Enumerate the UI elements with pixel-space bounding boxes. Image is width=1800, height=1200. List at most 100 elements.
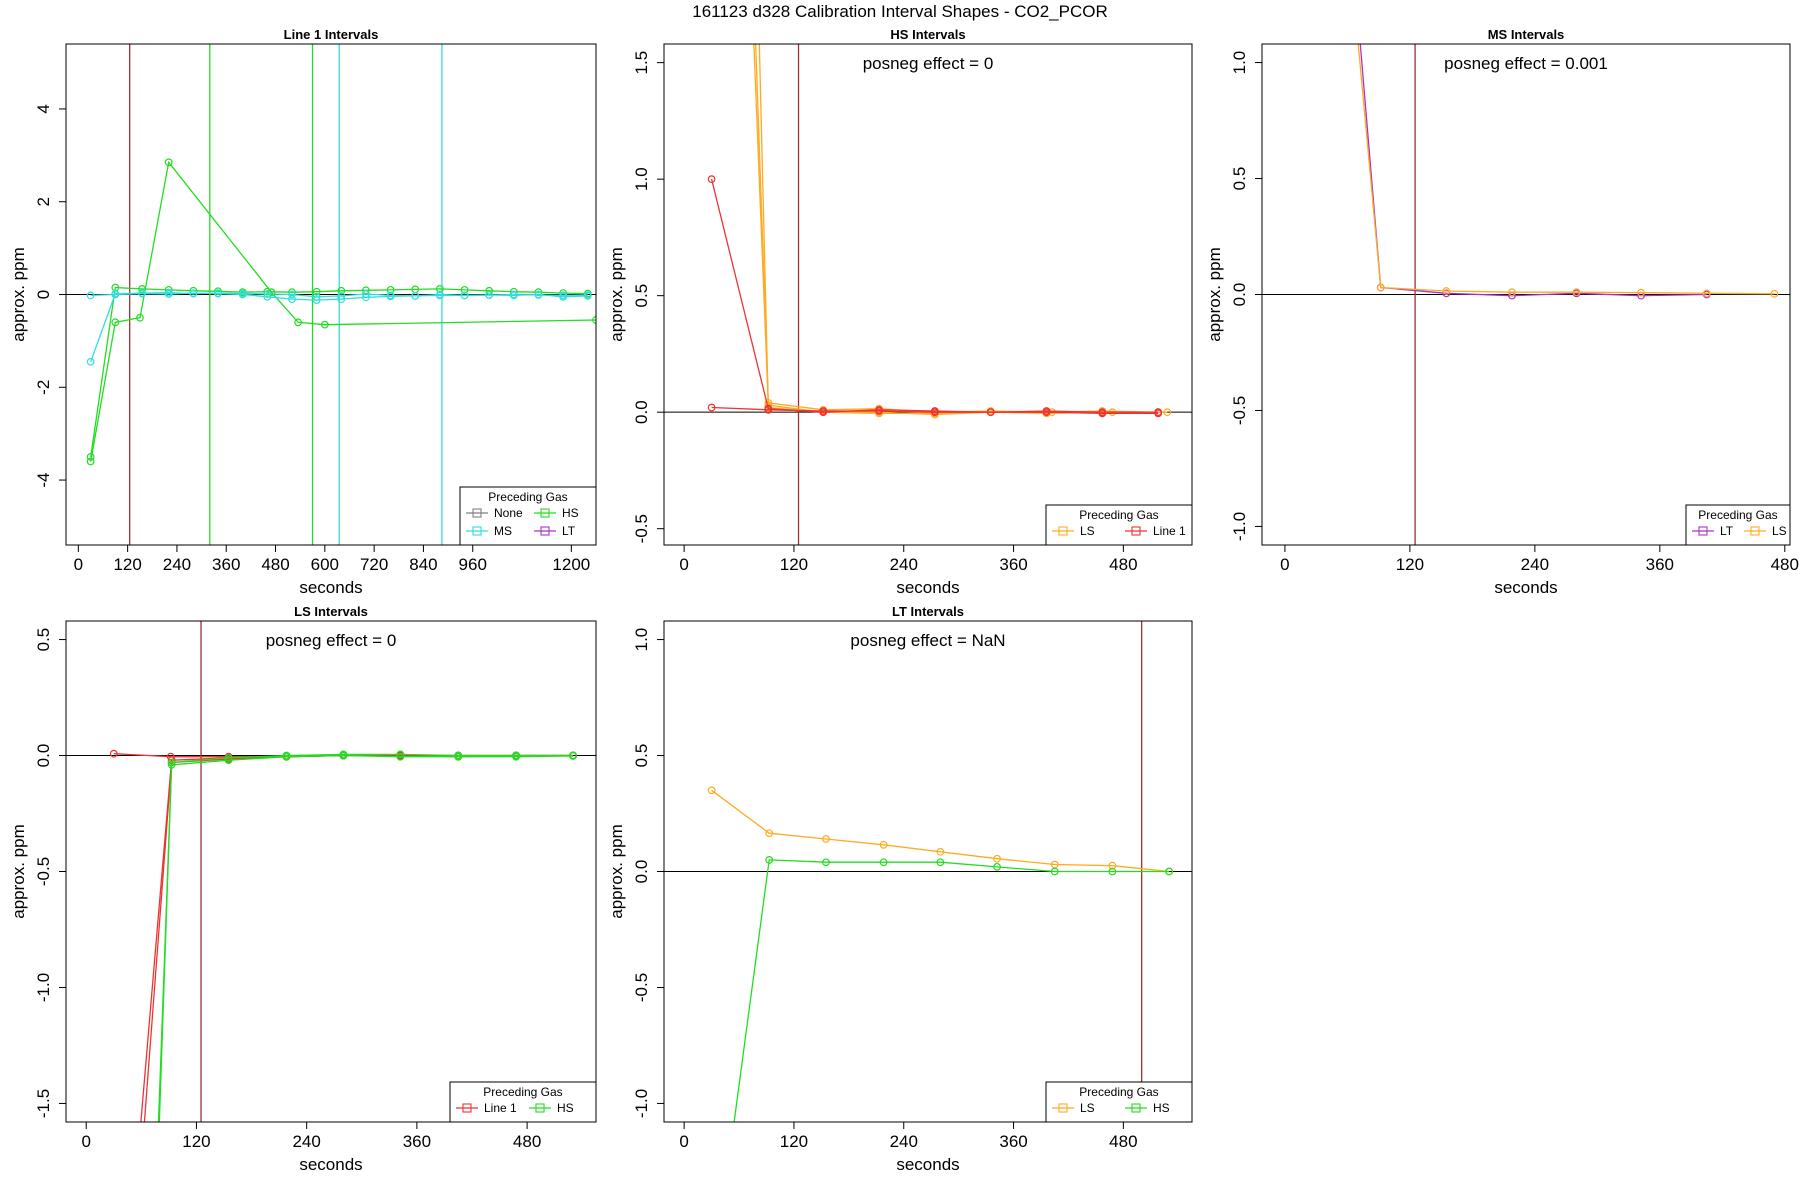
data-point xyxy=(485,291,494,299)
data-point xyxy=(109,749,118,758)
y-axis-label: approx. ppm xyxy=(607,824,626,919)
x-tick-label: 0 xyxy=(74,555,83,574)
series-line xyxy=(90,286,588,457)
x-tick-label: 0 xyxy=(679,555,688,574)
legend: Preceding Gas LT LS xyxy=(1685,504,1791,546)
data-point xyxy=(1702,289,1711,298)
data-point xyxy=(993,854,1001,863)
x-tick-label: 480 xyxy=(513,1132,541,1151)
data-point xyxy=(337,295,346,304)
data-point xyxy=(1572,288,1581,297)
data-point xyxy=(460,285,469,294)
series-line xyxy=(140,754,573,1122)
x-tick-label: 480 xyxy=(261,555,289,574)
plot-area xyxy=(1262,36,1790,545)
posneg-annotation: posneg effect = 0 xyxy=(266,631,397,650)
data-point xyxy=(339,750,348,759)
data-point xyxy=(879,840,888,849)
data-point xyxy=(435,291,444,300)
x-tick-label: 360 xyxy=(403,1132,431,1151)
y-tick-label: 0.5 xyxy=(34,628,53,652)
data-point xyxy=(592,316,596,324)
legend-swatch-marker xyxy=(540,526,550,536)
data-point xyxy=(138,289,146,298)
y-tick-label: -1.0 xyxy=(632,1089,651,1118)
data-point xyxy=(1770,289,1779,298)
data-point xyxy=(155,1135,162,1142)
data-point xyxy=(1163,408,1172,417)
posneg-annotation: posneg effect = 0.001 xyxy=(1444,54,1608,73)
legend-entry: LT xyxy=(1692,524,1734,538)
x-tick-label: 0 xyxy=(81,1132,90,1151)
data-point xyxy=(707,175,716,184)
series-line xyxy=(733,859,1170,1122)
x-tick-label: 0 xyxy=(679,1132,688,1151)
data-point xyxy=(930,408,939,417)
data-point xyxy=(86,291,95,300)
data-point xyxy=(396,752,405,761)
data-point xyxy=(263,292,272,301)
y-tick-label: -0.5 xyxy=(1230,396,1249,425)
series-line xyxy=(90,292,588,301)
legend-swatch-marker xyxy=(1750,526,1760,536)
series-line xyxy=(157,754,574,1122)
x-axis-label: seconds xyxy=(299,1155,362,1174)
data-point xyxy=(396,750,405,759)
data-point xyxy=(312,287,321,296)
y-tick-label: 1.5 xyxy=(632,51,651,75)
data-point xyxy=(1165,867,1174,876)
legend-label: LS xyxy=(1080,524,1095,538)
data-point xyxy=(362,293,370,302)
posneg-annotation: posneg effect = 0 xyxy=(863,54,994,73)
data-point xyxy=(986,408,995,417)
x-tick-label: 960 xyxy=(459,555,487,574)
data-point xyxy=(879,858,888,867)
legend-entry: HS xyxy=(534,506,579,520)
posneg-annotation: posneg effect = NaN xyxy=(850,631,1005,650)
data-point xyxy=(1108,867,1117,876)
data-point xyxy=(1154,408,1163,417)
legend-box xyxy=(1045,504,1193,546)
series-line xyxy=(758,44,1168,414)
legend-swatch-marker xyxy=(1058,526,1068,536)
legend-swatch-marker xyxy=(1058,1103,1068,1113)
data-point xyxy=(765,829,774,838)
x-tick-label: 120 xyxy=(1396,555,1424,574)
data-point xyxy=(460,291,469,300)
y-tick-label: 0.0 xyxy=(34,744,53,768)
data-point xyxy=(1442,289,1451,298)
legend-label: MS xyxy=(494,524,512,538)
x-tick-label: 240 xyxy=(1521,555,1549,574)
panel-4: LS Intervals posneg effect = 0 seconds appr… xyxy=(9,604,597,1174)
legend-label: HS xyxy=(557,1101,574,1115)
data-point xyxy=(238,290,247,299)
plot-area xyxy=(66,621,596,1142)
y-tick-label: -1.0 xyxy=(34,973,53,1002)
data-point xyxy=(1508,288,1516,297)
x-axis-label: seconds xyxy=(299,578,362,597)
data-point xyxy=(167,758,176,767)
series-line xyxy=(755,44,1159,413)
data-point xyxy=(1108,861,1117,870)
legend-box xyxy=(459,486,597,546)
series-line xyxy=(1359,44,1707,297)
y-tick-label: -1.0 xyxy=(1230,512,1249,541)
legend-swatch-marker xyxy=(1698,526,1708,536)
series-line xyxy=(90,160,596,462)
data-point xyxy=(764,405,773,414)
series-line xyxy=(753,44,1159,416)
x-tick-label: 480 xyxy=(1109,555,1137,574)
legend: Preceding Gas LS Line 1 xyxy=(1045,504,1193,546)
data-point xyxy=(454,751,463,760)
data-point xyxy=(752,36,759,43)
legend-swatch-marker xyxy=(472,508,482,518)
data-point xyxy=(1355,36,1362,43)
y-tick-label: 1.0 xyxy=(632,167,651,191)
y-axis-label: approx. ppm xyxy=(607,247,626,342)
plot-frame xyxy=(65,43,597,546)
y-tick-label: -2 xyxy=(34,380,53,395)
data-point xyxy=(224,753,233,762)
y-tick-label: 0.0 xyxy=(632,400,651,424)
panel-title: LT Intervals xyxy=(892,604,964,619)
legend-entry: LS xyxy=(1052,1101,1095,1115)
